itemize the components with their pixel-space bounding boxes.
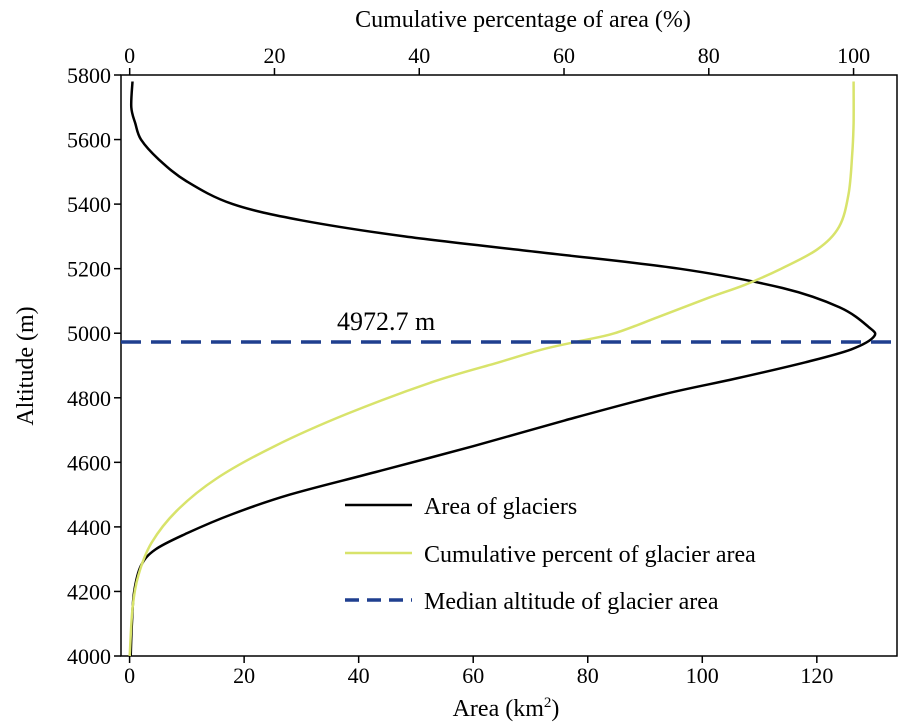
y-tick-label: 4400 (67, 515, 111, 540)
x2-tick-label: 0 (124, 43, 135, 68)
y-tick-label: 5000 (67, 321, 111, 346)
x-tick-label: 60 (462, 663, 484, 688)
x2-tick-label: 100 (837, 43, 870, 68)
y-tick-label: 4000 (67, 644, 111, 669)
x-tick-label: 80 (577, 663, 599, 688)
y-tick-label: 4800 (67, 386, 111, 411)
x2-tick-label: 80 (698, 43, 720, 68)
x2-tick-label: 60 (553, 43, 575, 68)
series-line-1 (128, 81, 855, 657)
bottom-axis-title-text: Area (km (453, 696, 545, 722)
bottom-axis-title-end: ) (551, 696, 559, 722)
x-tick-label: 120 (800, 663, 833, 688)
top-axis-title: Cumulative percentage of area (%) (355, 7, 691, 33)
median-altitude-annotation: 4972.7 m (337, 307, 435, 336)
bottom-axis-title-superscript: 2 (544, 695, 552, 711)
y-tick-label: 4600 (67, 450, 111, 475)
tick-group: 0 20 40 60 80 100 120 0 20 40 60 80 100 4000 4200 4400 4… (67, 43, 870, 688)
legend-label-2: Median altitude of glacier area (424, 589, 719, 615)
y-tick-label: 5200 (67, 257, 111, 282)
y-axis-title: Altitude (m) (13, 306, 39, 425)
legend-label-1: Cumulative percent of glacier area (424, 542, 756, 568)
series-line-0 (129, 81, 877, 657)
x-tick-label: 100 (686, 663, 719, 688)
legend: Area of glaciers Cumulative percent of gl… (345, 494, 756, 615)
plot-frame (120, 74, 898, 657)
y-tick-label: 5800 (67, 63, 111, 88)
bottom-axis-title: Area (km2) (453, 695, 560, 722)
x-tick-label: 20 (233, 663, 255, 688)
y-tick-label: 5400 (67, 192, 111, 217)
y-tick-label: 5600 (67, 128, 111, 153)
x-tick-label: 0 (124, 663, 135, 688)
y-tick-label: 4200 (67, 579, 111, 604)
x2-tick-label: 40 (408, 43, 430, 68)
legend-label-0: Area of glaciers (424, 494, 577, 520)
series-group (121, 81, 897, 657)
x2-tick-label: 20 (263, 43, 285, 68)
x-tick-label: 40 (348, 663, 370, 688)
